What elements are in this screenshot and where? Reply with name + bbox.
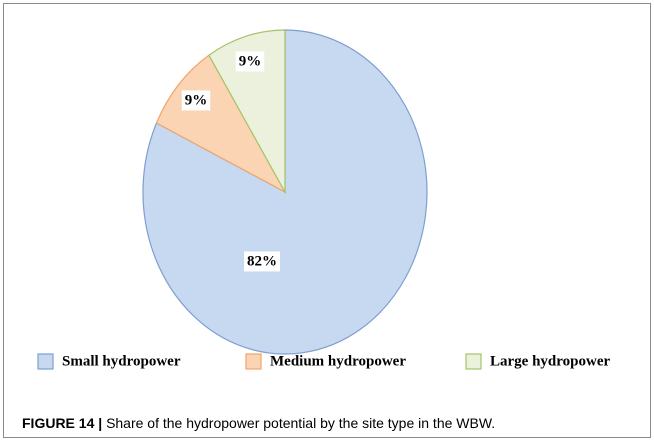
legend-label: Medium hydropower	[270, 353, 406, 369]
value-label-bg	[235, 51, 265, 72]
frame	[3, 3, 651, 438]
legend-swatch	[465, 353, 482, 370]
value-label-bg	[244, 251, 280, 272]
caption: FIGURE 14 | Share of the hydropower pote…	[22, 415, 495, 431]
pie-slice	[208, 29, 286, 195]
legend-swatch	[37, 353, 54, 370]
legend-label: Small hydropower	[62, 353, 181, 369]
caption-text: Share of the hydropower potential by the…	[106, 415, 495, 431]
legend-swatch	[245, 353, 262, 370]
value-label: 9%	[185, 92, 208, 108]
pie-slice	[155, 54, 287, 194]
value-label: 9%	[239, 53, 262, 69]
legend-label: Large hydropower	[490, 353, 610, 369]
value-label: 82%	[247, 253, 277, 269]
value-label-bg	[181, 90, 211, 111]
caption-label: FIGURE 14 |	[22, 415, 102, 431]
pie-chart: 82% 9% 9% Small hydropower Medium hydropower…	[37, 29, 610, 370]
